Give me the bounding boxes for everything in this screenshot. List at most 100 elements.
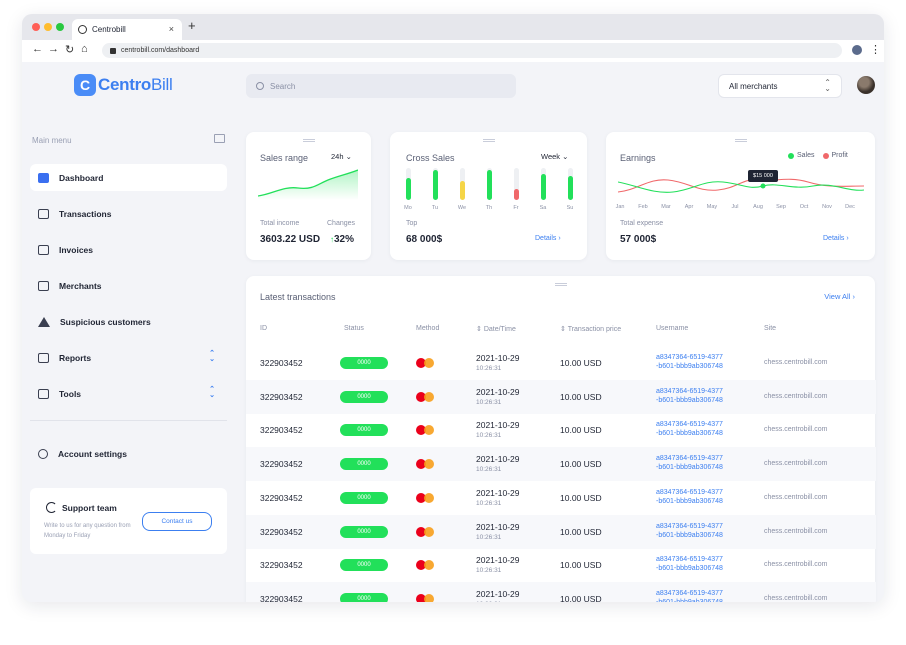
browser-window: Centrobill × + ← → ↻ ⌂ centrobill.com/da…: [22, 14, 884, 602]
minimize-window-dot[interactable]: [44, 23, 52, 31]
contact-us-button[interactable]: Contact us: [142, 512, 212, 531]
day-label: We: [457, 205, 467, 211]
maximize-window-dot[interactable]: [56, 23, 64, 31]
sidebar-item-transactions[interactable]: Transactions: [30, 200, 227, 227]
month-label: Aug: [753, 204, 763, 210]
cross-sales-bar[interactable]: [568, 168, 573, 200]
site-link[interactable]: chess.centrobill.com: [764, 460, 828, 468]
url-input[interactable]: centrobill.com/dashboard: [102, 43, 842, 58]
site-link[interactable]: chess.centrobill.com: [764, 527, 828, 535]
site-link[interactable]: chess.centrobill.com: [764, 359, 828, 366]
sidebar-item-invoices[interactable]: Invoices: [30, 236, 227, 263]
address-bar: ← → ↻ ⌂ centrobill.com/dashboard ⋮: [22, 40, 884, 62]
cross-sales-period-select[interactable]: Week ⌄: [541, 152, 569, 161]
forward-icon[interactable]: →: [48, 43, 59, 55]
cross-sales-bar[interactable]: [460, 168, 465, 200]
avatar[interactable]: [857, 76, 875, 94]
sidebar-item-account-settings[interactable]: Account settings: [30, 440, 227, 467]
username-link[interactable]: a8347364-6519-4377-b601-bbb9ab306748: [656, 420, 746, 438]
username-link[interactable]: a8347364-6519-4377-b601-bbb9ab306748: [656, 488, 746, 506]
mastercard-icon: [416, 526, 436, 538]
site-link[interactable]: chess.centrobill.com: [764, 392, 828, 400]
cross-sales-bar[interactable]: [406, 168, 411, 200]
collapse-menu-icon[interactable]: [214, 134, 225, 143]
username-link[interactable]: a8347364-6519-4377-b601-bbb9ab306748: [656, 387, 746, 405]
col-header-method[interactable]: Method: [416, 325, 440, 332]
merchant-select[interactable]: All merchants ⌃ ⌄: [718, 74, 842, 98]
cross-sales-bar[interactable]: [514, 168, 519, 200]
reload-icon[interactable]: ↻: [65, 44, 75, 56]
sidebar-item-reports[interactable]: Reports ⌃ ⌄: [30, 344, 227, 371]
transactions-card: Latest transactions View All › ID Status…: [246, 276, 876, 602]
col-header-status[interactable]: Status: [344, 325, 364, 332]
home-icon[interactable]: ⌂: [81, 43, 88, 55]
col-header-username[interactable]: Username: [656, 325, 689, 332]
site-link[interactable]: chess.centrobill.com: [764, 561, 828, 569]
drag-handle-icon[interactable]: [482, 139, 495, 142]
sidebar-item-merchants[interactable]: Merchants: [30, 272, 227, 299]
close-tab-icon[interactable]: ×: [168, 24, 174, 34]
drag-handle-icon[interactable]: [734, 139, 747, 142]
sidebar-item-tools[interactable]: Tools ⌃ ⌄: [30, 380, 227, 407]
new-tab-icon[interactable]: +: [188, 18, 196, 33]
cross-sales-bar[interactable]: [487, 168, 492, 200]
logo[interactable]: C CentroBill: [74, 74, 173, 96]
col-header-datetime[interactable]: ⇕ Date/Time: [476, 325, 516, 333]
view-all-label: View All: [824, 292, 851, 301]
col-header-price-label: Transaction price: [567, 326, 622, 333]
drag-handle-icon[interactable]: [554, 283, 567, 286]
transaction-id: 322903452: [260, 391, 303, 402]
username-link[interactable]: a8347364-6519-4377-b601-bbb9ab306748: [656, 522, 746, 540]
extension-icon[interactable]: [852, 45, 862, 55]
transaction-price: 10.00 USD: [560, 526, 602, 537]
transaction-id: 322903452: [260, 492, 303, 503]
back-icon[interactable]: ←: [32, 43, 43, 55]
legend-sales: Sales: [797, 152, 815, 159]
username-link[interactable]: a8347364-6519-4377-b601-bbb9ab306748: [656, 555, 746, 573]
logo-text-b: Bill: [150, 75, 173, 94]
site-link[interactable]: chess.centrobill.com: [764, 493, 828, 501]
transaction-date: 2021-10-29: [476, 420, 520, 431]
total-expense-label: Total expense: [620, 220, 664, 227]
drag-handle-icon[interactable]: [302, 139, 315, 142]
col-header-id[interactable]: ID: [260, 325, 267, 332]
username-link[interactable]: a8347364-6519-4377-b601-bbb9ab306748: [656, 589, 746, 602]
sales-range-card: Sales range 24h ⌄ Total income Changes 3…: [246, 132, 371, 260]
earnings-details-link[interactable]: Details ›: [823, 235, 849, 242]
cross-sales-details-link[interactable]: Details ›: [535, 235, 561, 242]
support-card: Support team Write to us for any questio…: [30, 488, 227, 554]
username-link[interactable]: a8347364-6519-4377-b601-bbb9ab306748: [656, 353, 746, 371]
col-header-price[interactable]: ⇕ Transaction price: [560, 325, 621, 333]
cross-sales-bar[interactable]: [541, 168, 546, 200]
browser-tab[interactable]: Centrobill ×: [72, 19, 182, 40]
sales-range-period-select[interactable]: 24h ⌄: [331, 152, 352, 161]
app: C CentroBill Search All merchants ⌃ ⌄ Mai…: [22, 62, 884, 602]
browser-menu-icon[interactable]: ⋮: [870, 44, 881, 56]
username-link[interactable]: a8347364-6519-4377-b601-bbb9ab306748: [656, 454, 746, 472]
transaction-date: 2021-10-29: [476, 555, 520, 566]
sidebar-item-dashboard[interactable]: Dashboard: [30, 164, 227, 191]
site-link[interactable]: chess.centrobill.com: [764, 594, 828, 602]
month-label: Mar: [661, 204, 671, 210]
site-link[interactable]: chess.centrobill.com: [764, 426, 828, 434]
search-input[interactable]: Search: [246, 74, 516, 98]
view-all-link[interactable]: View All ›: [824, 292, 855, 301]
tooltip-point[interactable]: [760, 183, 766, 189]
total-expense-value: 57 000$: [620, 234, 657, 245]
transaction-time: 10:26:31: [476, 365, 502, 372]
sidebar-item-suspicious-customers[interactable]: Suspicious customers: [30, 308, 227, 335]
col-header-site[interactable]: Site: [764, 325, 777, 332]
cross-sales-bar[interactable]: [433, 168, 438, 200]
close-window-dot[interactable]: [32, 23, 40, 31]
